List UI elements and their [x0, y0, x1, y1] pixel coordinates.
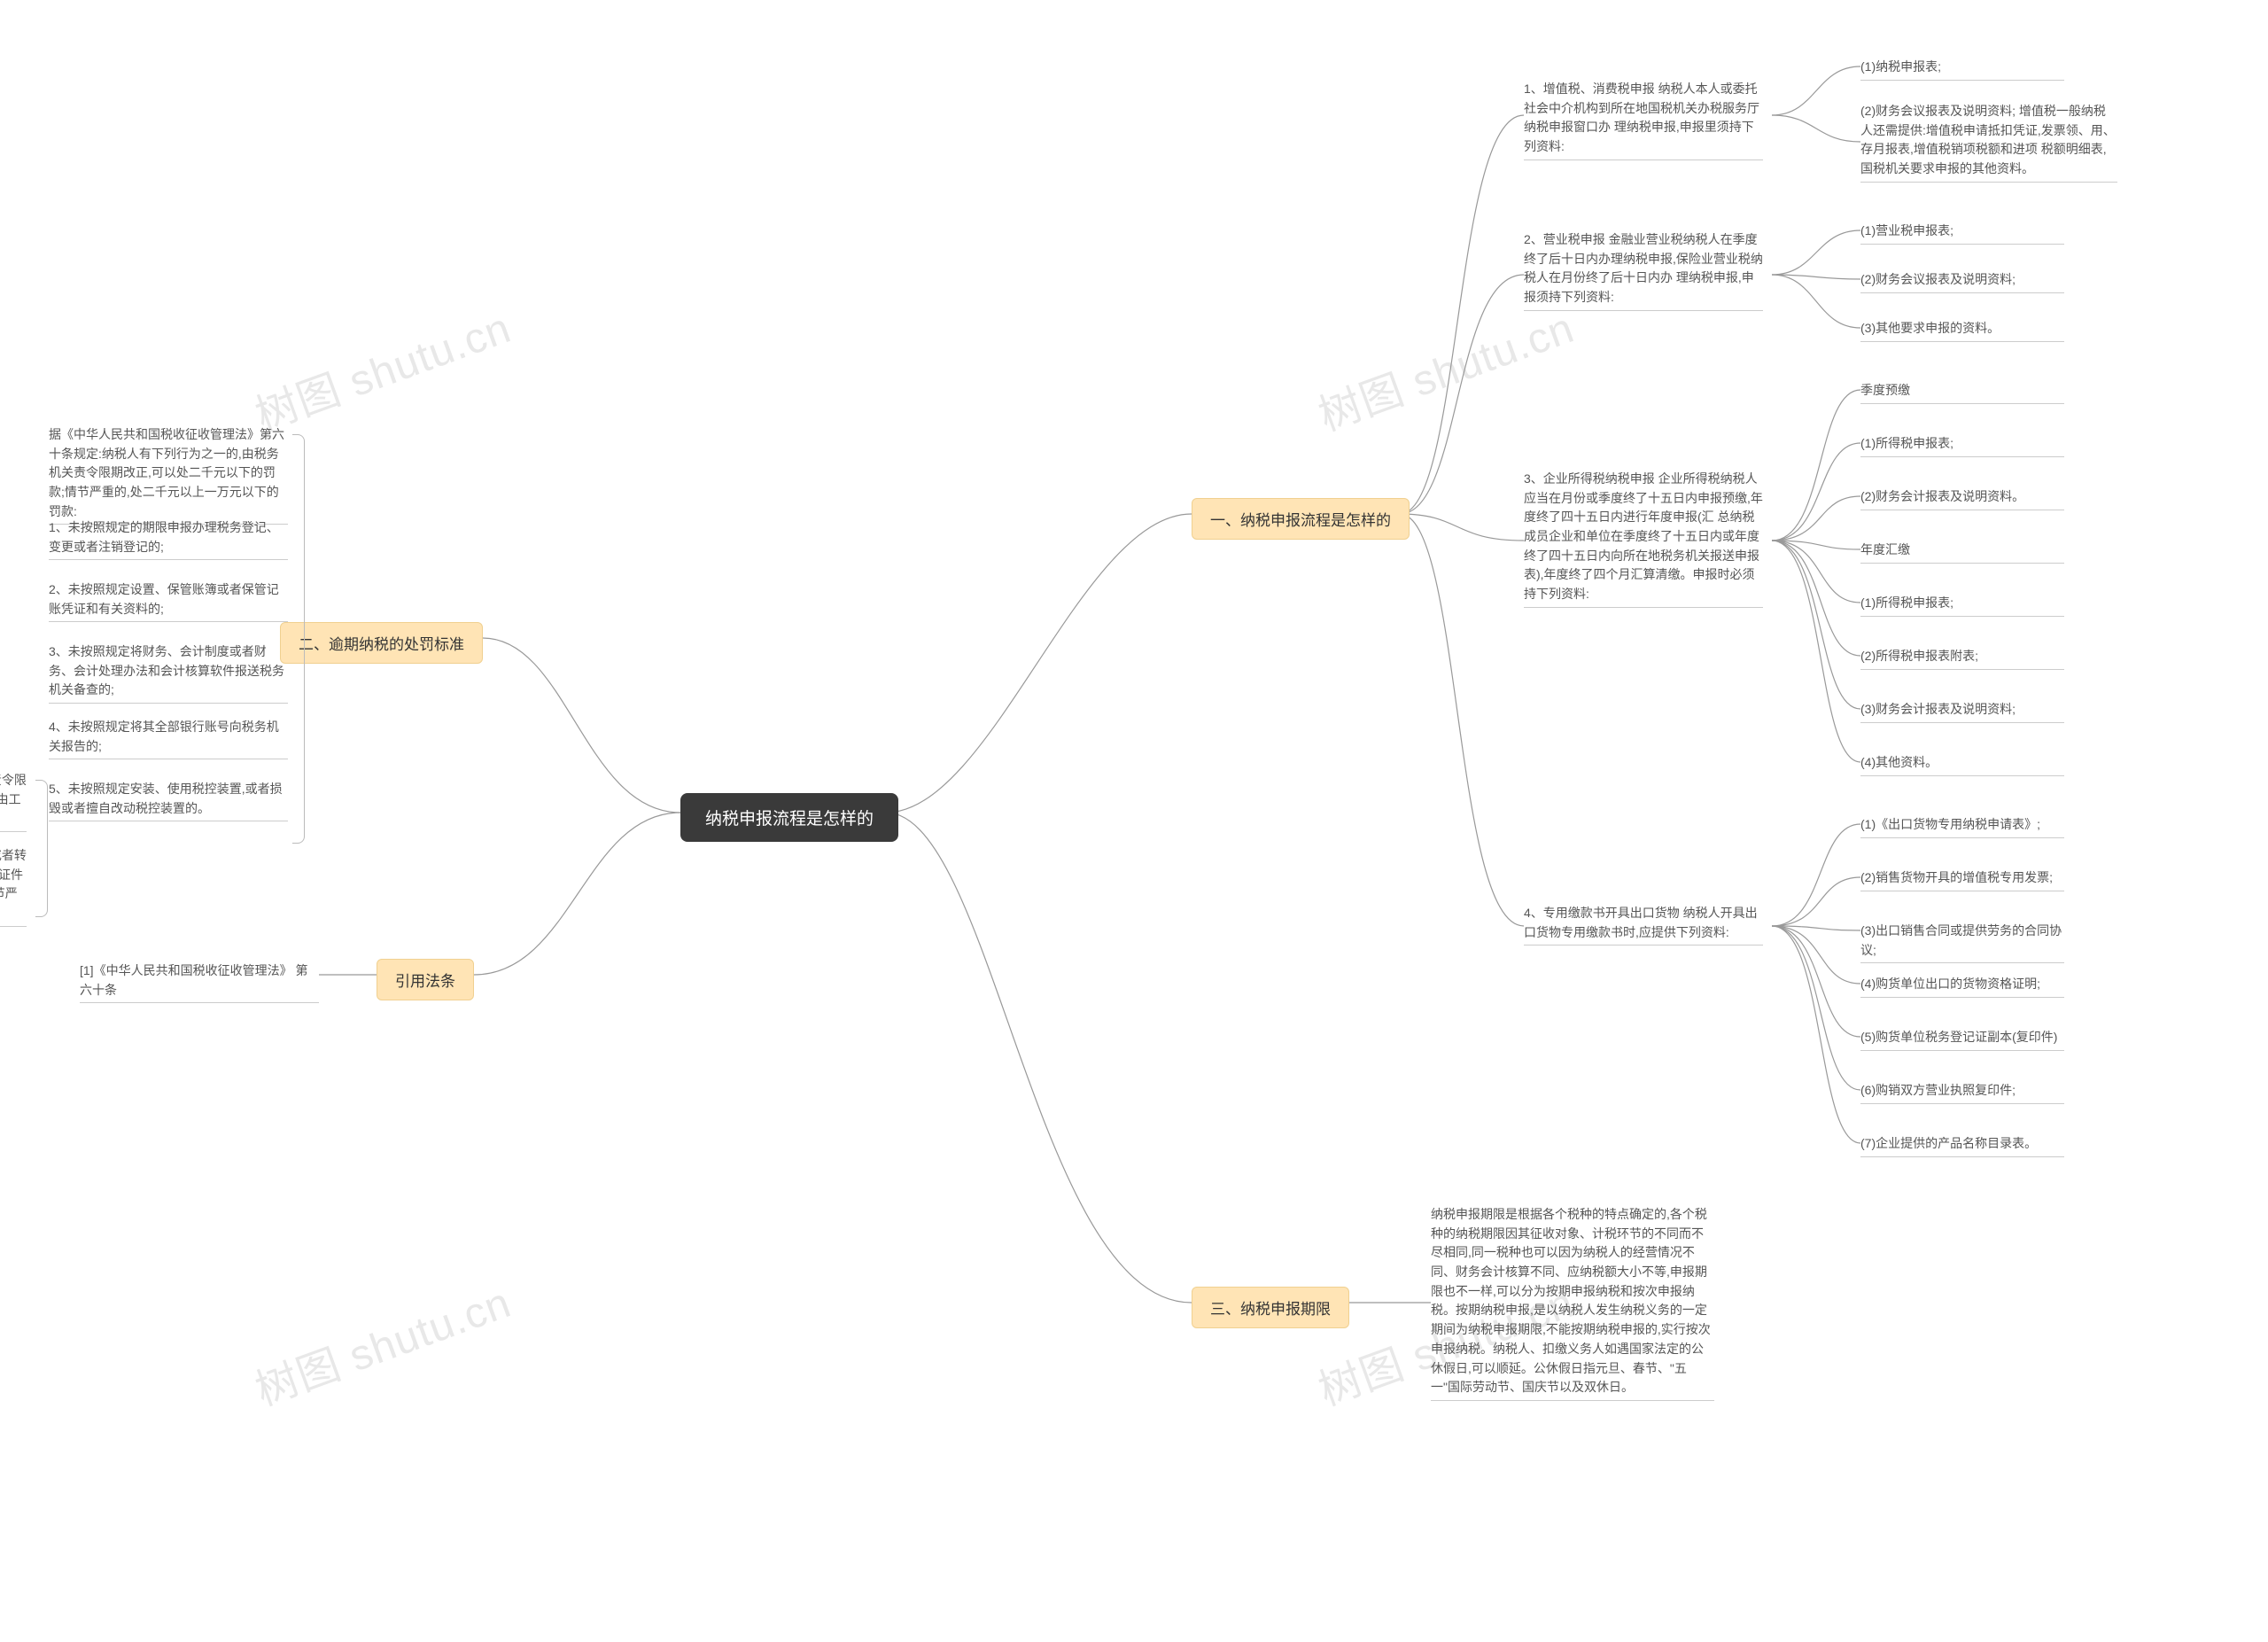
- leaf-b1c4-2: (2)销售货物开具的增值税专用发票;: [1860, 868, 2064, 891]
- leaf-b1c4: 4、专用缴款书开具出口货物 纳税人开具出口货物专用缴款书时,应提供下列资料:: [1524, 904, 1763, 946]
- bracket-b2-5: [35, 780, 48, 917]
- leaf-b1c3-6: (2)所得税申报表附表;: [1860, 647, 2064, 670]
- leaf-b1c1: 1、增值税、消费税申报 纳税人本人或委托社会中介机构到所在地国税机关办税服务厅纳…: [1524, 80, 1763, 160]
- branch-4: 引用法条: [377, 959, 474, 1000]
- leaf-b1c3-4: 年度汇缴: [1860, 541, 2064, 564]
- leaf-b1c4-1: (1)《出口货物专用纳税申请表》;: [1860, 815, 2064, 838]
- leaf-b2-5: 5、未按照规定安装、使用税控装置,或者损毁或者擅自改动税控装置的。: [49, 780, 288, 821]
- leaf-b1c3: 3、企业所得税纳税申报 企业所得税纳税人应当在月份或季度终了十五日内申报预缴,年…: [1524, 470, 1763, 608]
- leaf-b1c4-4: (4)购货单位出口的货物资格证明;: [1860, 975, 2064, 998]
- leaf-b1c3-3: (2)财务会计报表及说明资料。: [1860, 487, 2064, 510]
- leaf-b1c4-7: (7)企业提供的产品名称目录表。: [1860, 1134, 2064, 1157]
- leaf-b1c4-6: (6)购销双方营业执照复印件;: [1860, 1081, 2064, 1104]
- watermark: 树图 shutu.cn: [245, 1268, 518, 1418]
- watermark: 树图 shutu.cn: [245, 293, 518, 443]
- leaf-b1c2-1: (1)营业税申报表;: [1860, 222, 2064, 245]
- leaf-b1c3-5: (1)所得税申报表;: [1860, 594, 2064, 617]
- leaf-b1c3-1: 季度预缴: [1860, 381, 2064, 404]
- branch-3: 三、纳税申报期限: [1192, 1287, 1349, 1328]
- leaf-b2-4: 4、未按照规定将其全部银行账号向税务机关报告的;: [49, 718, 288, 759]
- leaf-b1c1-2: (2)财务会议报表及说明资料; 增值税一般纳税人还需提供:增值税申请抵扣凭证,发…: [1860, 102, 2117, 183]
- leaf-b4-0: [1]《中华人民共和国税收征收管理法》 第六十条: [80, 961, 319, 1003]
- leaf-b1c1-1: (1)纳税申报表;: [1860, 58, 2064, 81]
- watermark: 树图 shutu.cn: [1309, 293, 1581, 443]
- branch-2: 二、逾期纳税的处罚标准: [280, 622, 483, 664]
- leaf-b1c2-2: (2)财务会议报表及说明资料;: [1860, 270, 2064, 293]
- root-node: 纳税申报流程是怎样的: [680, 793, 898, 842]
- leaf-b2-0: 据《中华人民共和国税收征收管理法》第六十条规定:纳税人有下列行为之一的,由税务机…: [49, 425, 288, 525]
- leaf-b2-3: 3、未按照规定将财务、会计制度或者财务、会计处理办法和会计核算软件报送税务机关备…: [49, 642, 288, 704]
- leaf-b1c3-7: (3)财务会计报表及说明资料;: [1860, 700, 2064, 723]
- leaf-b1c3-8: (4)其他资料。: [1860, 753, 2064, 776]
- branch-1: 一、纳税申报流程是怎样的: [1192, 498, 1410, 540]
- leaf-b2-1: 1、未按照规定的期限申报办理税务登记、变更或者注销登记的;: [49, 518, 288, 560]
- leaf-b2-5-1: 纳税人未按照规定使用税务登记证件,或者转借、涂改、损毁、买卖、伪造税务登记证件的…: [0, 846, 27, 927]
- leaf-b2-2: 2、未按照规定设置、保管账簿或者保管记账凭证和有关资料的;: [49, 580, 288, 622]
- leaf-b1c4-5: (5)购货单位税务登记证副本(复印件): [1860, 1028, 2064, 1051]
- bracket-b2: [292, 434, 305, 844]
- leaf-b2-5-0: 纳税人不办理税务登记的,由税务机关责令限期改正;逾期不改正的,经税务机关提请,由…: [0, 771, 27, 832]
- leaf-b1c3-2: (1)所得税申报表;: [1860, 434, 2064, 457]
- leaf-b1c4-3: (3)出口销售合同或提供劳务的合同协议;: [1860, 922, 2064, 963]
- leaf-b1c2: 2、营业税申报 金融业营业税纳税人在季度终了后十日内办理纳税申报,保险业营业税纳…: [1524, 230, 1763, 311]
- leaf-b3-0: 纳税申报期限是根据各个税种的特点确定的,各个税种的纳税期限因其征收对象、计税环节…: [1431, 1205, 1714, 1401]
- leaf-b1c2-3: (3)其他要求申报的资料。: [1860, 319, 2064, 342]
